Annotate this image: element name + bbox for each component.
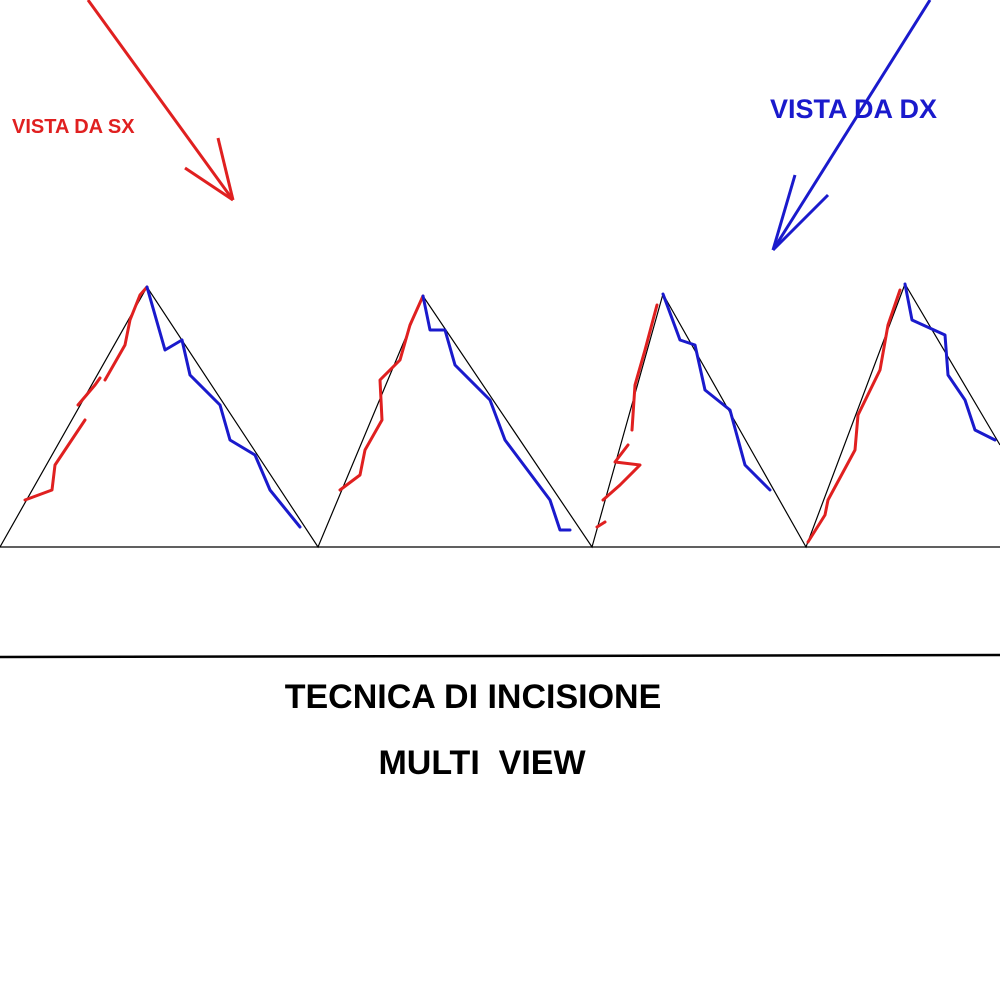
- right-view-edges: [145, 282, 997, 532]
- right-arrow: [771, 0, 932, 252]
- right-view-label: VISTA DA DX: [770, 94, 937, 124]
- left-arrow: [86, 0, 235, 202]
- left-view-edges: [23, 285, 902, 544]
- divider: [0, 653, 1000, 659]
- title-line-2: MULTI VIEW: [378, 744, 586, 782]
- title-line-1: TECNICA DI INCISIONE: [285, 678, 662, 716]
- left-view-label: VISTA DA SX: [12, 116, 135, 138]
